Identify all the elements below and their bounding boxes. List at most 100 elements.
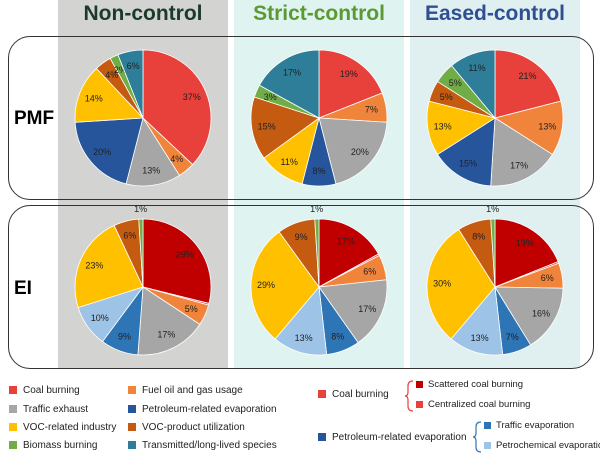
slice-label-biomass-burning: 1% [486, 204, 499, 214]
legend-swatch [128, 441, 136, 449]
slice-label-voc-related-industry: 23% [85, 261, 103, 271]
slice-traffic-exhaust [125, 117, 180, 187]
slice-label-biomass-burning: 1% [134, 204, 147, 214]
pie-pmf-eased-control: 21% 13% 17% 15% 13% 5% 5% 11% [426, 49, 564, 187]
slice-coal-burning [318, 49, 383, 119]
legend-petroleum-evap: Petroleum-related evaporation [128, 404, 277, 415]
slice-voc-related-industry [426, 228, 496, 340]
slice-label-petroleum-related-evaporation: 15% [459, 159, 477, 169]
slice-label-voc-product-utilization: 8% [472, 232, 485, 242]
legend-label: VOC-related industry [23, 422, 117, 433]
slice-label-fuel-oil-and-gas-usage: 6% [541, 273, 554, 283]
slice-label-scattered-coal-burning: 29% [176, 249, 194, 259]
legend-scattered-coal: Scattered coal burning [416, 379, 523, 390]
column-title-eased-control: Eased-control [424, 2, 566, 25]
slice-biomass-burning [490, 218, 496, 288]
slice-traffic-exhaust [318, 279, 388, 344]
slice-traffic-exhaust [494, 286, 564, 346]
slice-label-biomass-burning: 5% [449, 78, 462, 88]
slice-label-biomass-burning: 1% [310, 204, 323, 214]
legend-label: Fuel oil and gas usage [142, 385, 243, 396]
legend-label: Coal burning [23, 385, 80, 396]
legend-swatch [416, 401, 423, 408]
legend-coal-brace [404, 380, 414, 412]
pie-charts: 37%4%13%20%14%4%2% 6%19%7%20%8%11%15%3%17… [74, 49, 564, 356]
slice-petrochemical-evaporation [450, 286, 504, 356]
legend-label: Traffic exhaust [23, 404, 89, 415]
row-frame-pmf [8, 36, 594, 200]
legend-label: Traffic evaporation [496, 420, 575, 431]
slice-label-fuel-oil-and-gas-usage: 6% [363, 267, 376, 277]
legend-petro-group: Petroleum-related evaporation [318, 432, 467, 443]
slice-label-voc-product-utilization: 4% [105, 70, 118, 80]
slice-coal-burning [142, 49, 212, 166]
legend-swatch [318, 433, 326, 441]
slice-label-petrochemical-evaporation: 13% [295, 333, 313, 343]
slice-label-fuel-oil-and-gas-usage: 13% [538, 121, 556, 131]
legend-transmitted: Transmitted/long-lived species [128, 440, 277, 451]
slice-label-traffic-exhaust: 13% [142, 165, 160, 175]
slice-label-traffic-evaporation: 8% [331, 332, 344, 342]
legend-label: Transmitted/long-lived species [142, 440, 277, 451]
slice-label-transmitted-long-lived-species: 11% [468, 63, 485, 73]
slice-label-petroleum-related-evaporation: 8% [312, 166, 325, 176]
slice-scattered-coal-burning [318, 218, 379, 288]
slice-transmitted-long-lived-species [451, 49, 496, 120]
slice-transmitted-long-lived-species [258, 49, 320, 119]
legend-swatch [318, 390, 326, 398]
legend-label: Petrochemical evaporation [496, 440, 600, 451]
slice-label-traffic-exhaust: 17% [510, 160, 528, 170]
slice-label-traffic-evaporation: 9% [118, 332, 131, 342]
pie-ei-strict-control: 17% 6% 17% 8% 13% 29% 9% 1% [250, 204, 388, 356]
slice-label-biomass-burning: 2% [114, 65, 127, 75]
legend-voc-product: VOC-product utilization [128, 422, 245, 433]
slice-petroleum-related-evaporation [74, 117, 144, 185]
slice-label-voc-product-utilization: 9% [295, 232, 308, 242]
slice-petrochemical-evaporation [274, 286, 328, 356]
slice-label-scattered-coal-burning: 17% [337, 236, 355, 246]
slice-label-traffic-exhaust: 20% [351, 147, 369, 157]
slice-label-petroleum-related-evaporation: 20% [93, 147, 111, 157]
slice-scattered-coal-burning [494, 218, 559, 288]
slice-voc-related-industry [426, 100, 496, 155]
column-title-non-control: Non-control [83, 2, 203, 25]
slice-label-traffic-exhaust: 17% [358, 304, 376, 314]
slice-voc-product-utilization [250, 96, 320, 159]
row-label-ei: EI [14, 278, 32, 299]
slice-coal-burning [494, 49, 562, 119]
slice-label-voc-related-industry: 11% [281, 157, 298, 167]
legend-swatch [484, 422, 491, 429]
legend-voc-industry: VOC-related industry [9, 422, 116, 433]
legend-swatch [128, 405, 136, 413]
legend-label: Petroleum-related evaporation [142, 404, 277, 415]
slice-voc-related-industry [250, 231, 320, 340]
row-frame-ei [8, 205, 594, 369]
legend-swatch [9, 405, 17, 413]
legend-label: Centralized coal burning [428, 399, 531, 410]
slice-label-petrochemical-evaporation: 13% [471, 333, 489, 343]
legend-label: Scattered coal burning [428, 379, 524, 390]
legend-centralized-coal: Centralized coal burning [416, 399, 530, 410]
pie-pmf-strict-control: 19% 7% 20% 8% 11% 15% 3% 17% [250, 49, 388, 187]
slice-label-fuel-oil-and-gas-usage: 7% [365, 105, 378, 115]
legend-swatch [128, 423, 136, 431]
slice-traffic-exhaust [318, 117, 388, 185]
slice-label-coal-burning: 37% [183, 92, 201, 102]
slice-transmitted-long-lived-species [117, 49, 144, 119]
slice-voc-related-industry [74, 224, 144, 309]
slice-fuel-oil-and-gas-usage [494, 100, 564, 155]
slice-label-biomass-burning: 3% [264, 92, 277, 102]
slice-label-voc-related-industry: 13% [434, 121, 452, 131]
pie-ei-non-control: 29% 5% 17% 9% 10% 23% 6% 1% [74, 204, 212, 356]
slice-label-transmitted-long-lived-species: 17% [283, 67, 301, 77]
legend-swatch [484, 442, 491, 449]
slice-petroleum-related-evaporation [437, 117, 496, 187]
column-title-strict-control: Strict-control [253, 2, 385, 25]
legend-swatch [9, 441, 17, 449]
pie-ei-eased-control: 19% 6% 16% 7% 13% 30% 8% 1% [426, 204, 564, 356]
slice-label-petrochemical-evaporation: 10% [91, 313, 109, 323]
legend-traffic-exhaust: Traffic exhaust [9, 404, 88, 415]
legend-traffic-evap: Traffic evaporation [484, 420, 574, 431]
slice-label-voc-related-industry: 14% [85, 94, 103, 104]
legend-label: VOC-product utilization [142, 422, 245, 433]
